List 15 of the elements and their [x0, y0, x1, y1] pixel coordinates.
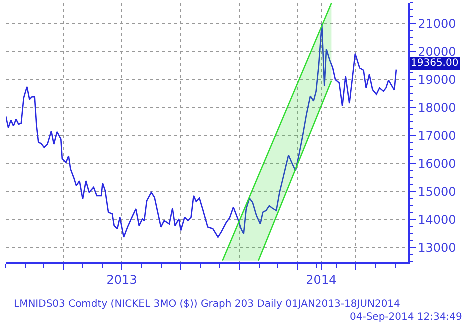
y-tick-label: 20000 — [418, 45, 456, 60]
y-tick-label: 17000 — [418, 129, 456, 144]
text: 04-Sep-2014 12:34:49 — [350, 312, 462, 323]
y-tick-label: 13000 — [418, 241, 456, 256]
text: LMNIDS03 Comdty (NICKEL 3MO ($)) Graph 203 Daily 01JAN2013-18JUN2014 — [14, 299, 400, 310]
y-tick-label: 18000 — [418, 101, 456, 116]
y-tick-label: 21000 — [418, 17, 456, 32]
x-tick-label: 2014 — [306, 273, 337, 288]
annotation: 19365.00 — [411, 58, 459, 69]
line-series — [6, 23, 398, 238]
x-tick-label: 2013 — [106, 273, 138, 288]
y-tick-label: 19000 — [418, 73, 456, 88]
y-tick-label: 15000 — [418, 185, 456, 200]
y-tick-label: 14000 — [418, 213, 456, 228]
y-tick-label: 16000 — [418, 157, 456, 172]
